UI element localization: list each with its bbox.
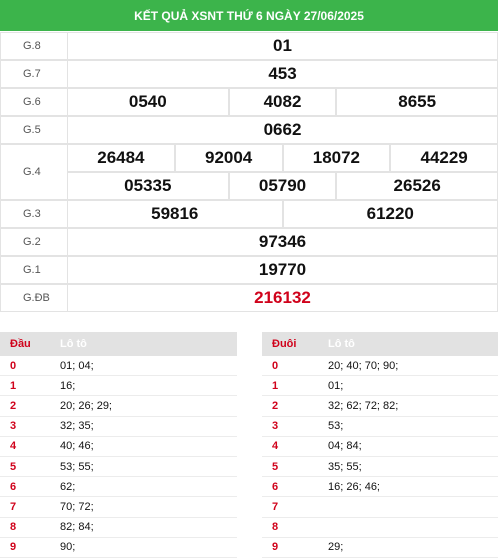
row-values: 70; 72;	[50, 497, 237, 518]
row-values: 16;	[50, 376, 237, 397]
prize-number: 19770	[67, 256, 498, 284]
prize-number: 216132	[67, 284, 498, 312]
row-values: 40; 46;	[50, 437, 237, 457]
row-values: 16; 26; 46;	[318, 477, 498, 498]
row-key: 7	[262, 497, 318, 518]
prize-number: 0540	[67, 88, 229, 116]
prize-number: 61220	[282, 200, 498, 228]
prize-number: 8655	[336, 88, 498, 116]
row-key: 6	[262, 477, 318, 498]
row-values: 20; 40; 70; 90;	[318, 356, 498, 377]
row-key: 8	[262, 518, 318, 538]
row-key: 6	[0, 477, 50, 498]
prize-label: G.6	[0, 88, 67, 116]
row-key: 3	[262, 417, 318, 437]
table-header: Đầu	[0, 332, 50, 356]
row-key: 4	[0, 437, 50, 457]
row-values: 20; 26; 29;	[50, 396, 237, 417]
row-key: 3	[0, 417, 50, 437]
row-key: 5	[0, 457, 50, 478]
row-key: 1	[0, 376, 50, 397]
row-values: 04; 84;	[318, 437, 498, 457]
row-key: 2	[262, 396, 318, 417]
row-key: 1	[262, 376, 318, 397]
row-values: 62;	[50, 477, 237, 498]
prize-label: G.3	[0, 200, 67, 228]
row-values: 90;	[50, 538, 237, 558]
prize-number: 26484	[67, 144, 175, 172]
prize-number: 97346	[67, 228, 498, 256]
row-key: 9	[0, 538, 50, 558]
prize-number: 0662	[67, 116, 498, 144]
row-values: 53;	[318, 417, 498, 437]
row-values: 53; 55;	[50, 457, 237, 478]
prize-number: 26526	[336, 172, 498, 200]
row-values: 35; 55;	[318, 457, 498, 478]
prize-label: G.2	[0, 228, 67, 256]
header-title: KẾT QUẢ XSNT THỨ 6 NGÀY 27/06/2025	[0, 0, 498, 31]
row-key: 7	[0, 497, 50, 518]
row-key: 5	[262, 457, 318, 478]
prize-number: 453	[67, 60, 498, 88]
prize-label: G.ĐB	[0, 284, 67, 312]
table-header: Đuôi	[262, 332, 318, 356]
prize-number: 92004	[174, 144, 283, 172]
row-values	[318, 518, 498, 538]
row-key: 0	[262, 356, 318, 377]
prize-number: 05790	[228, 172, 337, 200]
row-key: 2	[0, 396, 50, 417]
prize-number: 01	[67, 32, 498, 60]
prize-number: 44229	[390, 144, 498, 172]
prize-label: G.4	[0, 144, 67, 200]
row-values: 29;	[318, 538, 498, 558]
row-key: 8	[0, 518, 50, 538]
prize-label: G.5	[0, 116, 67, 144]
table-header: Lô tô	[50, 332, 237, 356]
row-values: 01; 04;	[50, 356, 237, 377]
prize-label: G.7	[0, 60, 67, 88]
row-values: 82; 84;	[50, 518, 237, 538]
prize-number: 05335	[67, 172, 229, 200]
prize-label: G.1	[0, 256, 67, 284]
prize-number: 4082	[228, 88, 337, 116]
table-header: Lô tô	[318, 332, 498, 356]
row-key: 4	[262, 437, 318, 457]
row-values: 32; 62; 72; 82;	[318, 396, 498, 417]
prize-number: 18072	[282, 144, 391, 172]
row-key: 0	[0, 356, 50, 377]
row-values: 01;	[318, 376, 498, 397]
row-values: 32; 35;	[50, 417, 237, 437]
row-key: 9	[262, 538, 318, 558]
prize-label: G.8	[0, 32, 67, 60]
prize-number: 59816	[67, 200, 283, 228]
row-values	[318, 497, 498, 518]
